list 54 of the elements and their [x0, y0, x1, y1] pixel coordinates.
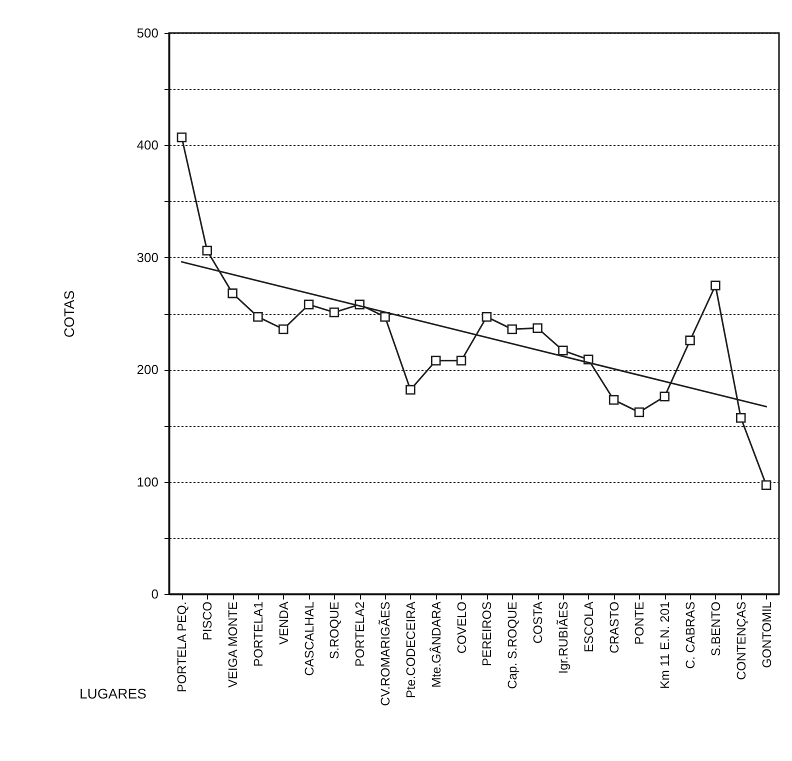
point	[253, 312, 263, 322]
x-tick-label: PORTELA2	[353, 601, 368, 667]
x-tick-label: CASCALHAL	[302, 601, 316, 676]
point	[176, 132, 187, 142]
x-tick-label: Mte.GÂNDARA	[429, 600, 444, 688]
point	[634, 407, 644, 418]
x-tick-label: PONTE	[632, 602, 647, 645]
point	[685, 336, 695, 346]
point	[532, 323, 542, 333]
y-tick-label: 300	[136, 250, 158, 265]
point	[608, 395, 619, 405]
point	[228, 288, 238, 298]
point	[736, 412, 746, 423]
y-tick-label: 100	[136, 474, 158, 490]
x-tick-label: GONTOMIL	[760, 601, 774, 668]
x-tick-label: Pte.CODECEIRA	[404, 600, 418, 698]
x-tick-label: PEREIROS	[480, 602, 494, 666]
x-tick-label: S.BENTO	[708, 601, 723, 656]
x-tick-label: PISCO	[200, 601, 215, 640]
y-tick-label: 400	[136, 138, 158, 153]
x-tick-label: VEIGA MONTE	[226, 602, 240, 688]
point	[761, 480, 772, 490]
x-tick-label: COVELO	[454, 601, 469, 654]
point	[507, 324, 518, 334]
x-tick-label: VENDA	[276, 600, 291, 645]
y-axis-title: COTAS	[60, 290, 77, 338]
point	[710, 280, 720, 290]
point	[558, 346, 568, 356]
point	[430, 356, 441, 366]
point	[304, 300, 314, 310]
x-tick-label: Igr.RUBIÃES	[556, 602, 570, 674]
y-tick-label: 200	[136, 362, 158, 378]
x-tick-label: Km 11 E.N. 201	[658, 601, 672, 689]
point	[660, 392, 670, 402]
y-tick-label: 0	[151, 586, 158, 602]
point	[202, 246, 212, 256]
point	[329, 307, 340, 318]
point	[380, 312, 390, 322]
x-tick-label: C. CABRAS	[684, 602, 698, 669]
x-axis-title: LUGARES	[80, 686, 146, 702]
x-tick-label: S.ROQUE	[328, 602, 342, 660]
point	[406, 384, 416, 395]
x-tick-label: CRASTO	[607, 601, 622, 654]
point	[278, 324, 288, 334]
x-tick-label: PORTELA1	[251, 601, 266, 667]
point	[482, 312, 492, 322]
x-tick-label: CONTENÇAS	[734, 602, 748, 680]
x-tick-label: PORTELA PEQ.	[175, 602, 190, 692]
y-tick-label: 500	[136, 26, 158, 40]
x-tick-label: CV.ROMARIGÃES	[378, 602, 393, 706]
point	[456, 356, 466, 366]
x-tick-label: COSTA	[531, 600, 546, 644]
x-tick-label: Cap. S.ROQUE	[506, 602, 520, 690]
x-tick-label: ESCOLA	[582, 600, 596, 652]
